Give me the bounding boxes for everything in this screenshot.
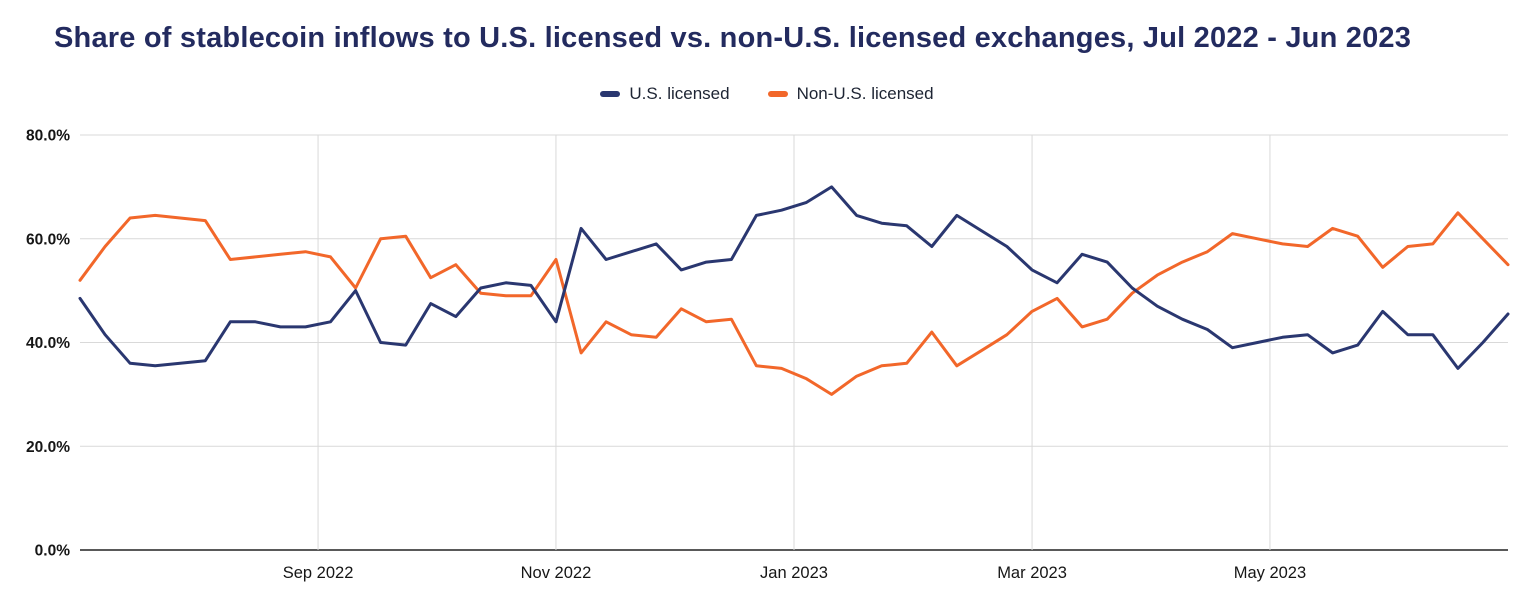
chart-title: Share of stablecoin inflows to U.S. lice…: [54, 22, 1412, 54]
legend-label-non-us-licensed: Non-U.S. licensed: [796, 84, 934, 103]
x-axis-tick-label: Sep 2022: [283, 564, 354, 582]
x-axis-tick-label: Jan 2023: [760, 564, 828, 582]
x-axis-tick-label: May 2023: [1234, 564, 1306, 582]
chart-legend: U.S. licensed Non-U.S. licensed: [0, 84, 1534, 104]
y-axis-tick-label: 60.0%: [26, 231, 70, 248]
y-axis-tick-label: 40.0%: [26, 335, 70, 352]
legend-label-us-licensed: U.S. licensed: [629, 84, 730, 103]
y-axis-tick-label: 80.0%: [26, 128, 70, 145]
series-line: [78, 211, 1510, 396]
x-axis-tick-label: Mar 2023: [997, 564, 1067, 582]
legend-item-non-us-licensed: Non-U.S. licensed: [767, 84, 934, 104]
y-axis-tick-label: 20.0%: [26, 439, 70, 456]
non-us-licensed-swatch-icon: [767, 91, 788, 97]
series-line: [78, 185, 1510, 370]
x-axis-tick-label: Nov 2022: [521, 564, 592, 582]
y-axis-tick-label: 0.0%: [35, 543, 71, 560]
us-licensed-swatch-icon: [600, 91, 621, 97]
legend-item-us-licensed: U.S. licensed: [600, 84, 730, 104]
